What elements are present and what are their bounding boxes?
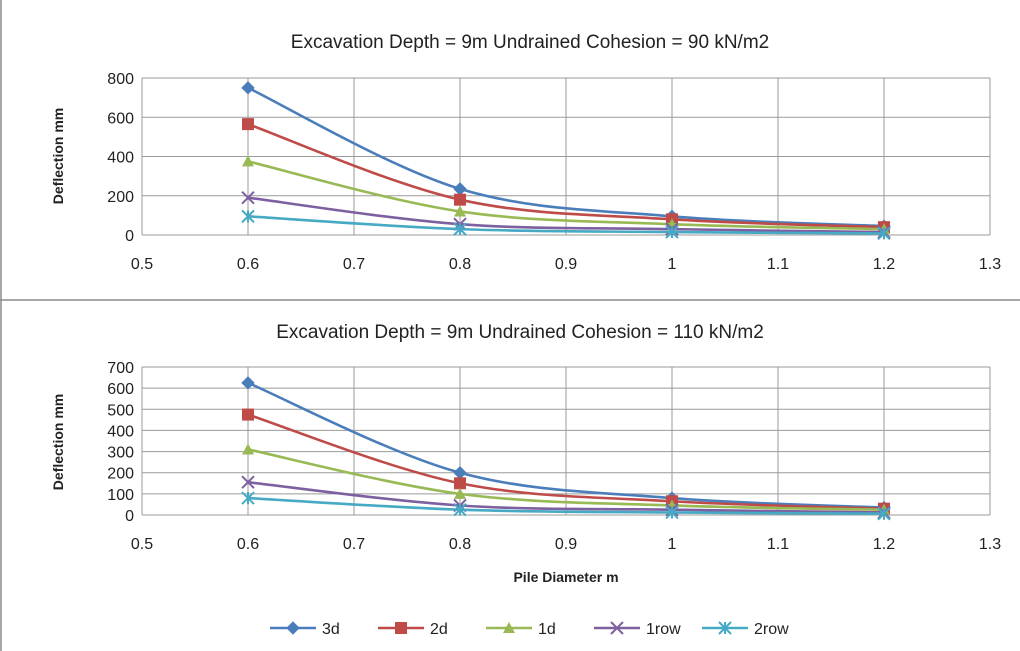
chart-top-point-3d (241, 81, 255, 95)
chart-bottom-title: Excavation Depth = 9m Undrained Cohesion… (276, 322, 764, 343)
chart-top-xtick-label: 0.5 (131, 256, 153, 273)
chart-bottom-ytick-label: 100 (107, 487, 134, 504)
chart-bottom-xtick-label: 0.5 (131, 536, 153, 553)
chart-top-title: Excavation Depth = 9m Undrained Cohesion… (291, 32, 769, 53)
chart-bottom-grid (141, 366, 991, 516)
chart-bottom-xtick-label: 0.7 (343, 536, 365, 553)
chart-bottom-series-line-1row (247, 480, 885, 514)
chart-top-xtick-label: 1.3 (979, 256, 1001, 273)
chart-top-point-1row (241, 191, 255, 205)
chart-top-series-line-2d (247, 122, 885, 229)
chart-top-point-2row (241, 209, 255, 224)
chart-bottom-ytick-label: 400 (107, 423, 134, 440)
chart-bottom-xtick-label: 1.3 (979, 536, 1001, 553)
chart-bottom-series-line-1d (247, 448, 885, 512)
chart-top-ytick-label: 800 (107, 71, 134, 88)
chart-top-point-2d (454, 193, 466, 206)
chart-bottom-ticks: 0.5 0.6 0.7 0.8 0.9 1 1.1 1.2 1.3 0 100 200 300 400 50… (107, 360, 1001, 553)
legend-label-2row: 2row (754, 621, 789, 638)
chart-bottom-point-1row (241, 475, 255, 489)
chart-bottom-ylabel: Deflection mm (50, 394, 66, 490)
chart-top-xtick-label: 0.8 (449, 256, 471, 273)
chart-bottom-xtick-label: 1 (668, 536, 677, 553)
chart-bottom-series-line-3d (247, 381, 885, 509)
chart-bottom-ytick-label: 0 (125, 508, 134, 525)
chart-bottom-ytick-label: 600 (107, 381, 134, 398)
chart-top-point-2d (242, 118, 254, 131)
chart-bottom-point-2d (454, 477, 466, 490)
chart-top-ylabel: Deflection mm (50, 108, 66, 204)
chart-top-xtick-label: 0.6 (237, 256, 259, 273)
chart-top-series (241, 81, 891, 241)
chart-bottom-xtick-label: 1.1 (767, 536, 789, 553)
chart-bottom-ytick-label: 300 (107, 445, 134, 462)
chart-top-series-line-1d (247, 160, 885, 231)
chart-top-point-1d (454, 205, 466, 217)
legend-marker-1d (503, 622, 515, 633)
chart-top-ytick-label: 0 (125, 228, 134, 245)
chart-bottom-ytick-label: 200 (107, 466, 134, 483)
chart-top-grid (141, 77, 991, 236)
chart-bottom-xlabel: Pile Diameter m (513, 569, 618, 585)
legend-label-1row: 1row (646, 621, 681, 638)
chart-top-point-2row (665, 225, 679, 239)
legend-label-1d: 1d (538, 621, 556, 638)
chart-top-xtick-label: 1.1 (767, 256, 789, 273)
legend-marker-1row (610, 621, 624, 635)
chart-top-xtick-label: 0.9 (555, 256, 577, 273)
chart-top-point-2row (453, 222, 467, 236)
legend-label-2d: 2d (430, 621, 448, 638)
chart-top-xtick-label: 1 (668, 256, 677, 273)
chart-top-xtick-label: 0.7 (343, 256, 365, 273)
chart-bottom-point-2row (241, 491, 255, 505)
chart-top: Excavation Depth = 9m Undrained Cohesion… (50, 32, 1001, 273)
chart-bottom-series (241, 376, 891, 521)
chart-top-series-line-2row (247, 215, 885, 235)
chart-top-ytick-label: 400 (107, 150, 134, 167)
chart-top-ytick-label: 600 (107, 110, 134, 127)
chart-top-ticks: 0.5 0.6 0.7 0.8 0.9 1 1.1 1.2 1.3 0 200 400 600 800 (107, 71, 1001, 273)
chart-bottom-series-line-2row (247, 496, 885, 516)
chart-bottom-point-1d (242, 443, 254, 455)
chart-bottom-xtick-label: 0.9 (555, 536, 577, 553)
chart-top-series-line-1row (247, 196, 885, 234)
chart-bottom-xtick-label: 0.8 (449, 536, 471, 553)
chart-bottom-xtick-label: 1.2 (873, 536, 895, 553)
chart-top-series-line-3d (247, 86, 885, 228)
chart-top-xtick-label: 1.2 (873, 256, 895, 273)
chart-top-point-1d (242, 155, 254, 167)
chart-bottom-point-2row (453, 503, 467, 517)
chart-bottom-point-2d (242, 408, 254, 421)
legend-label-3d: 3d (322, 621, 340, 638)
chart-bottom-point-3d (241, 376, 255, 390)
chart-top-point-2row (877, 226, 891, 241)
chart-bottom-point-2row (665, 505, 679, 520)
chart-bottom-xtick-label: 0.6 (237, 536, 259, 553)
chart-bottom-point-3d (453, 466, 467, 480)
legend-marker-2row (718, 621, 732, 635)
chart-bottom-point-1d (454, 487, 466, 499)
chart-top-point-3d (453, 182, 467, 196)
legend: 3d 2d 1d 1row 2row (270, 621, 789, 638)
legend-marker-3d (286, 621, 300, 635)
chart-bottom-ytick-label: 500 (107, 402, 134, 419)
legend-marker-2d (395, 622, 407, 634)
chart-bottom-ytick-label: 700 (107, 360, 134, 377)
chart-bottom-point-2row (877, 507, 891, 521)
chart-bottom: Excavation Depth = 9m Undrained Cohesion… (50, 322, 1001, 585)
chart-top-ytick-label: 200 (107, 189, 134, 206)
chart-bottom-series-line-2d (247, 413, 885, 510)
